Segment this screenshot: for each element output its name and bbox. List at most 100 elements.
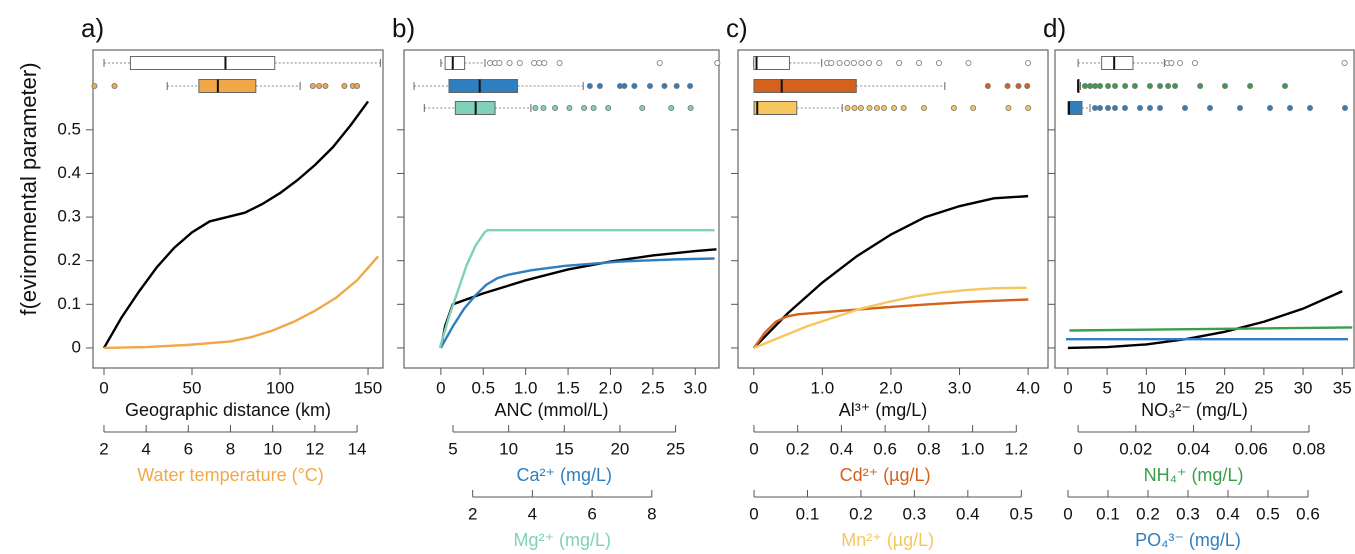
outlier: [865, 60, 872, 67]
curve: [103, 255, 380, 350]
x-tick-label: 2.0: [599, 378, 623, 397]
outlier: [586, 83, 593, 90]
outlier: [1025, 60, 1032, 67]
outlier: [1307, 105, 1314, 112]
box: [129, 56, 276, 70]
outlier: [656, 60, 663, 67]
outlier: [316, 83, 323, 90]
outlier: [851, 105, 858, 112]
outlier: [1122, 83, 1129, 90]
x-tick-label: 20: [1215, 378, 1234, 397]
x-tick-label: 0.3: [1176, 504, 1200, 523]
outlier: [1157, 105, 1164, 112]
outlier: [1087, 83, 1094, 90]
outlier: [91, 83, 98, 90]
outlier: [858, 60, 865, 67]
outlier: [1287, 105, 1294, 112]
x-tick-label: 10: [263, 439, 282, 458]
outlier: [540, 105, 547, 112]
x-tick-label: 4: [141, 439, 150, 458]
outlier: [970, 105, 977, 112]
x-tick-label: 15: [1176, 378, 1195, 397]
x-tick-label: 0: [436, 378, 445, 397]
plot-frame: [737, 49, 1049, 369]
x-tick-label: 12: [305, 439, 324, 458]
x-tick-label: 30: [1294, 378, 1313, 397]
x-tick-label: 0.5: [1009, 504, 1033, 523]
outlier: [1112, 83, 1119, 90]
x-tick-label: 0: [1063, 504, 1072, 523]
outlier: [844, 60, 851, 67]
panel-label: b): [392, 13, 415, 43]
x-tick-label: 0.5: [1256, 504, 1280, 523]
outlier: [1005, 105, 1012, 112]
y-axis-label: f(evironmental parameter): [16, 62, 41, 315]
outlier: [965, 60, 972, 67]
x-axis-label: Mg²⁺ (mg/L): [513, 530, 611, 550]
x-tick-label: 20: [610, 439, 629, 458]
x-tick-label: 25: [1254, 378, 1273, 397]
outlier: [341, 83, 348, 90]
outlier: [896, 60, 903, 67]
x-tick-label: 6: [184, 439, 193, 458]
x-tick-label: 4.0: [1016, 378, 1040, 397]
outlier: [1137, 105, 1144, 112]
x-tick-label: 0.6: [1296, 504, 1320, 523]
outlier: [1097, 105, 1104, 112]
outlier: [621, 83, 628, 90]
x-tick-label: 14: [348, 439, 367, 458]
outlier: [984, 83, 991, 90]
x-tick-label: 150: [354, 378, 382, 397]
plot-frame: [1054, 49, 1355, 369]
x-tick-label: 0.5: [471, 378, 495, 397]
y-tick-label: 0.3: [57, 207, 81, 226]
box: [448, 79, 519, 93]
x-axis-label: PO₄³⁻ (mg/L): [1135, 530, 1241, 550]
x-tick-label: 0.1: [796, 504, 820, 523]
x-axis-label: Water temperature (°C): [137, 465, 324, 485]
curve: [439, 257, 715, 349]
x-axis-label: NH₄⁺ (mg/L): [1144, 465, 1244, 485]
outlier: [322, 83, 329, 90]
curve: [1069, 326, 1353, 332]
outlier: [1207, 105, 1214, 112]
x-tick-label: 0.8: [917, 439, 941, 458]
outlier: [836, 60, 843, 67]
outlier: [876, 60, 883, 67]
box: [753, 79, 857, 93]
outlier: [1147, 105, 1154, 112]
outlier: [1267, 105, 1274, 112]
x-tick-label: 2: [468, 504, 477, 523]
outlier: [1146, 83, 1153, 90]
x-tick-label: 2: [99, 439, 108, 458]
curve: [752, 298, 1029, 349]
x-tick-label: 0.2: [1136, 504, 1160, 523]
x-tick-label: 35: [1333, 378, 1352, 397]
outlier: [309, 83, 316, 90]
outlier: [581, 105, 588, 112]
outlier: [1342, 105, 1349, 112]
outlier: [541, 60, 548, 67]
outlier: [1182, 105, 1189, 112]
outlier: [850, 60, 857, 67]
x-tick-label: 3.0: [948, 378, 972, 397]
x-tick-label: 1.2: [1004, 439, 1028, 458]
outlier: [1221, 83, 1228, 90]
x-tick-label: 8: [226, 439, 235, 458]
x-tick-label: 100: [266, 378, 294, 397]
outlier: [661, 83, 668, 90]
x-tick-label: 0: [749, 378, 758, 397]
x-tick-label: 1.0: [514, 378, 538, 397]
curve: [102, 100, 370, 349]
x-tick-label: 2.5: [641, 378, 665, 397]
x-axis-label: Mn²⁺ (µg/L): [841, 530, 934, 550]
outlier: [1122, 105, 1129, 112]
x-tick-label: 0.1: [1096, 504, 1120, 523]
outlier: [1197, 83, 1204, 90]
outlier: [596, 83, 603, 90]
x-tick-label: 0: [749, 504, 758, 523]
outlier: [639, 105, 646, 112]
outlier: [1237, 105, 1244, 112]
plot-frame: [403, 49, 720, 369]
